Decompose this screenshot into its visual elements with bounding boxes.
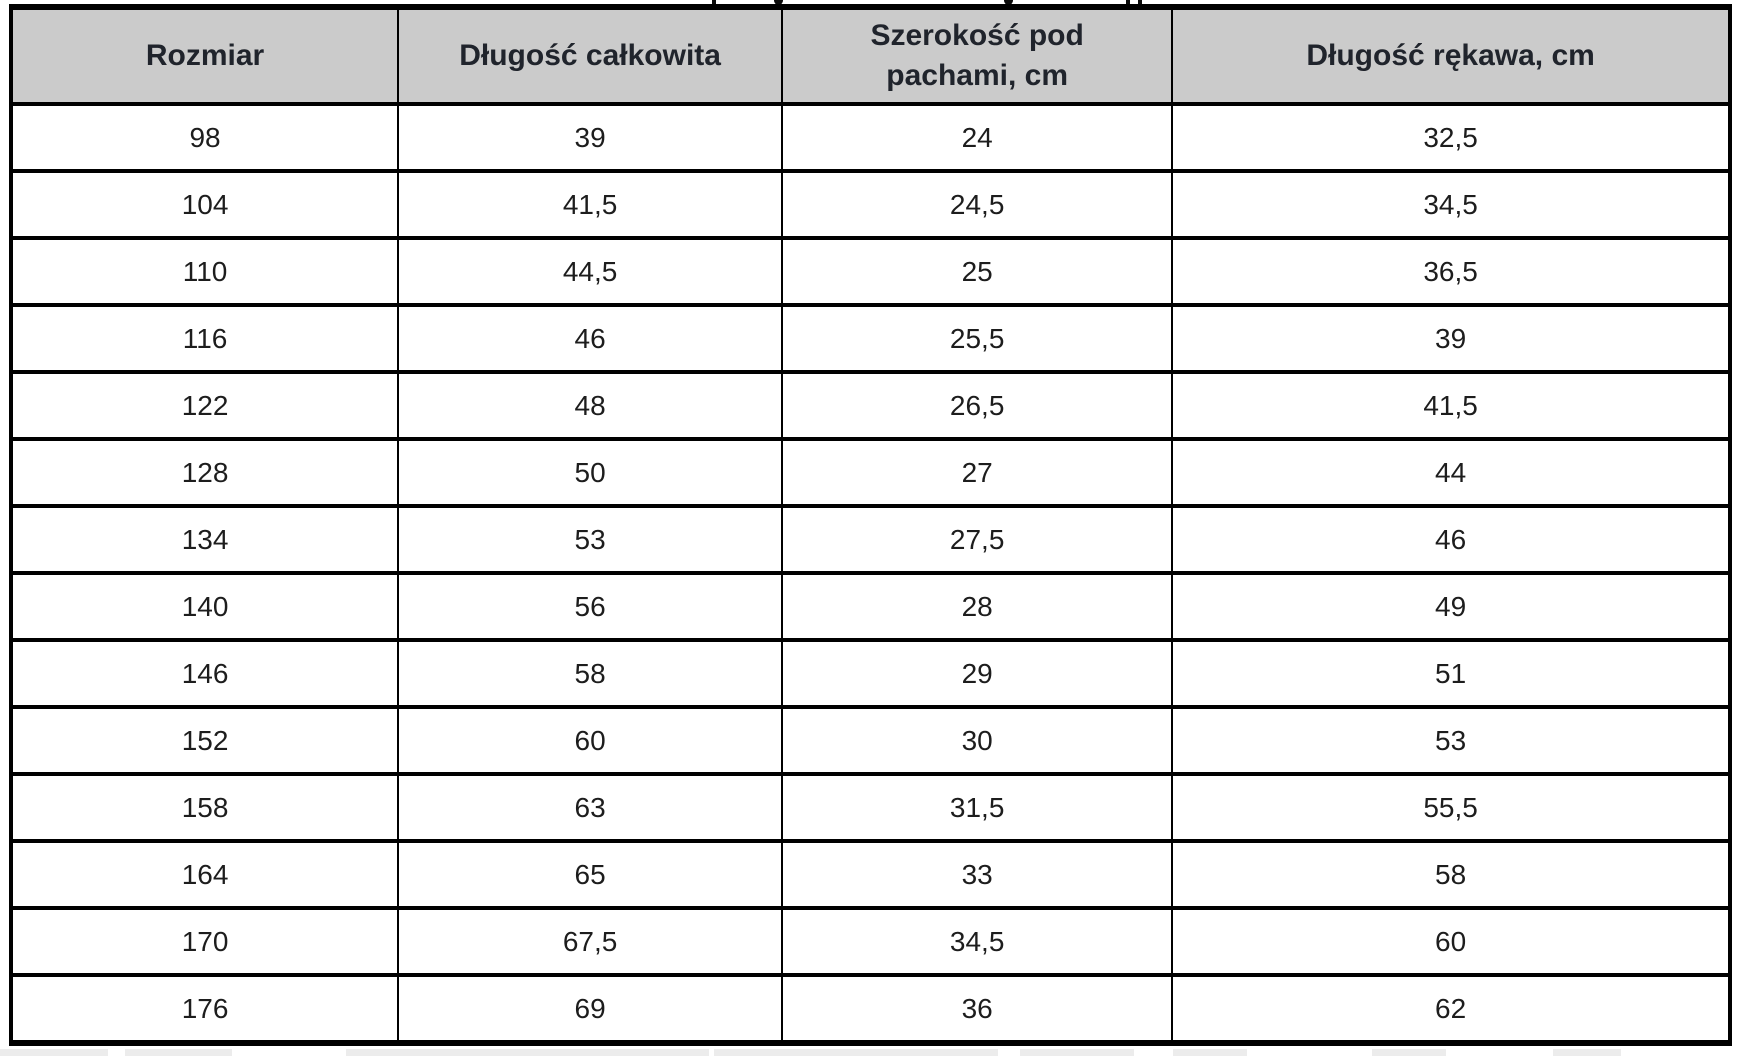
table-row: 152 60 30 53 bbox=[11, 705, 1730, 774]
cell: 110 bbox=[11, 236, 399, 305]
cell: 26,5 bbox=[781, 370, 1173, 439]
cell: 152 bbox=[11, 705, 399, 774]
cell: 53 bbox=[1171, 705, 1730, 774]
table-row: 170 67,5 34,5 60 bbox=[11, 906, 1730, 975]
cell: 41,5 bbox=[1171, 370, 1730, 439]
cell: 56 bbox=[397, 571, 783, 640]
table-row: 158 63 31,5 55,5 bbox=[11, 772, 1730, 841]
column-header: Długość całkowita bbox=[397, 7, 783, 106]
cell: 134 bbox=[11, 504, 399, 573]
cell: 55,5 bbox=[1171, 772, 1730, 841]
clipped-letter-descender bbox=[1126, 0, 1130, 6]
cell: 27,5 bbox=[781, 504, 1173, 573]
cell: 128 bbox=[11, 437, 399, 506]
clipped-letter-descender bbox=[1004, 0, 1013, 5]
cell: 39 bbox=[1171, 303, 1730, 372]
table-row: 140 56 28 49 bbox=[11, 571, 1730, 640]
cell: 48 bbox=[397, 370, 783, 439]
cell: 32,5 bbox=[1171, 104, 1730, 171]
cell: 116 bbox=[11, 303, 399, 372]
table-body: 98 39 24 32,5 104 41,5 24,5 34,5 110 44,5 25 36,5 11… bbox=[11, 104, 1730, 1043]
table-row: 116 46 25,5 39 bbox=[11, 303, 1730, 372]
table-row: 104 41,5 24,5 34,5 bbox=[11, 169, 1730, 238]
column-header: Rozmiar bbox=[11, 7, 399, 106]
column-header: Długość rękawa, cm bbox=[1171, 7, 1730, 106]
cell: 140 bbox=[11, 571, 399, 640]
cell: 65 bbox=[397, 839, 783, 908]
cell: 146 bbox=[11, 638, 399, 707]
table-row: 128 50 27 44 bbox=[11, 437, 1730, 506]
table-row: 176 69 36 62 bbox=[11, 973, 1730, 1043]
cell: 98 bbox=[11, 104, 399, 171]
cell: 50 bbox=[397, 437, 783, 506]
cell: 34,5 bbox=[781, 906, 1173, 975]
cell: 27 bbox=[781, 437, 1173, 506]
cell: 44 bbox=[1171, 437, 1730, 506]
clipped-content-fragment bbox=[0, 1049, 1741, 1056]
cell: 31,5 bbox=[781, 772, 1173, 841]
cell: 176 bbox=[11, 973, 399, 1043]
cell: 25 bbox=[781, 236, 1173, 305]
cell: 58 bbox=[1171, 839, 1730, 908]
cell: 39 bbox=[397, 104, 783, 171]
cell: 25,5 bbox=[781, 303, 1173, 372]
cell: 158 bbox=[11, 772, 399, 841]
table-row: 164 65 33 58 bbox=[11, 839, 1730, 908]
cell: 49 bbox=[1171, 571, 1730, 640]
size-chart-container: Rozmiar Długość całkowita Szerokość pod pa… bbox=[9, 4, 1732, 1046]
clipped-letter-descender bbox=[1138, 0, 1142, 6]
cell: 51 bbox=[1171, 638, 1730, 707]
cell: 164 bbox=[11, 839, 399, 908]
cell: 53 bbox=[397, 504, 783, 573]
table-row: 110 44,5 25 36,5 bbox=[11, 236, 1730, 305]
table-row: 122 48 26,5 41,5 bbox=[11, 370, 1730, 439]
cell: 46 bbox=[1171, 504, 1730, 573]
cell: 62 bbox=[1171, 973, 1730, 1043]
cell: 34,5 bbox=[1171, 169, 1730, 238]
cell: 29 bbox=[781, 638, 1173, 707]
cell: 60 bbox=[1171, 906, 1730, 975]
cell: 30 bbox=[781, 705, 1173, 774]
clipped-letter-descender bbox=[774, 0, 783, 5]
cell: 104 bbox=[11, 169, 399, 238]
cell: 28 bbox=[781, 571, 1173, 640]
cell: 36 bbox=[781, 973, 1173, 1043]
cell: 33 bbox=[781, 839, 1173, 908]
cell: 67,5 bbox=[397, 906, 783, 975]
table-row: 134 53 27,5 46 bbox=[11, 504, 1730, 573]
cell: 69 bbox=[397, 973, 783, 1043]
clipped-letter-descender bbox=[712, 0, 716, 6]
table-row: 98 39 24 32,5 bbox=[11, 104, 1730, 171]
cell: 36,5 bbox=[1171, 236, 1730, 305]
cell: 63 bbox=[397, 772, 783, 841]
cell: 44,5 bbox=[397, 236, 783, 305]
header-row: Rozmiar Długość całkowita Szerokość pod pa… bbox=[11, 7, 1730, 106]
cell: 60 bbox=[397, 705, 783, 774]
cell: 24 bbox=[781, 104, 1173, 171]
cell: 24,5 bbox=[781, 169, 1173, 238]
cell: 122 bbox=[11, 370, 399, 439]
size-chart-table: Rozmiar Długość całkowita Szerokość pod pa… bbox=[9, 4, 1732, 1046]
clipped-title-fragment bbox=[0, 0, 1741, 7]
cell: 41,5 bbox=[397, 169, 783, 238]
column-header: Szerokość pod pachami, cm bbox=[781, 7, 1173, 106]
cell: 170 bbox=[11, 906, 399, 975]
cell: 46 bbox=[397, 303, 783, 372]
cell: 58 bbox=[397, 638, 783, 707]
table-row: 146 58 29 51 bbox=[11, 638, 1730, 707]
